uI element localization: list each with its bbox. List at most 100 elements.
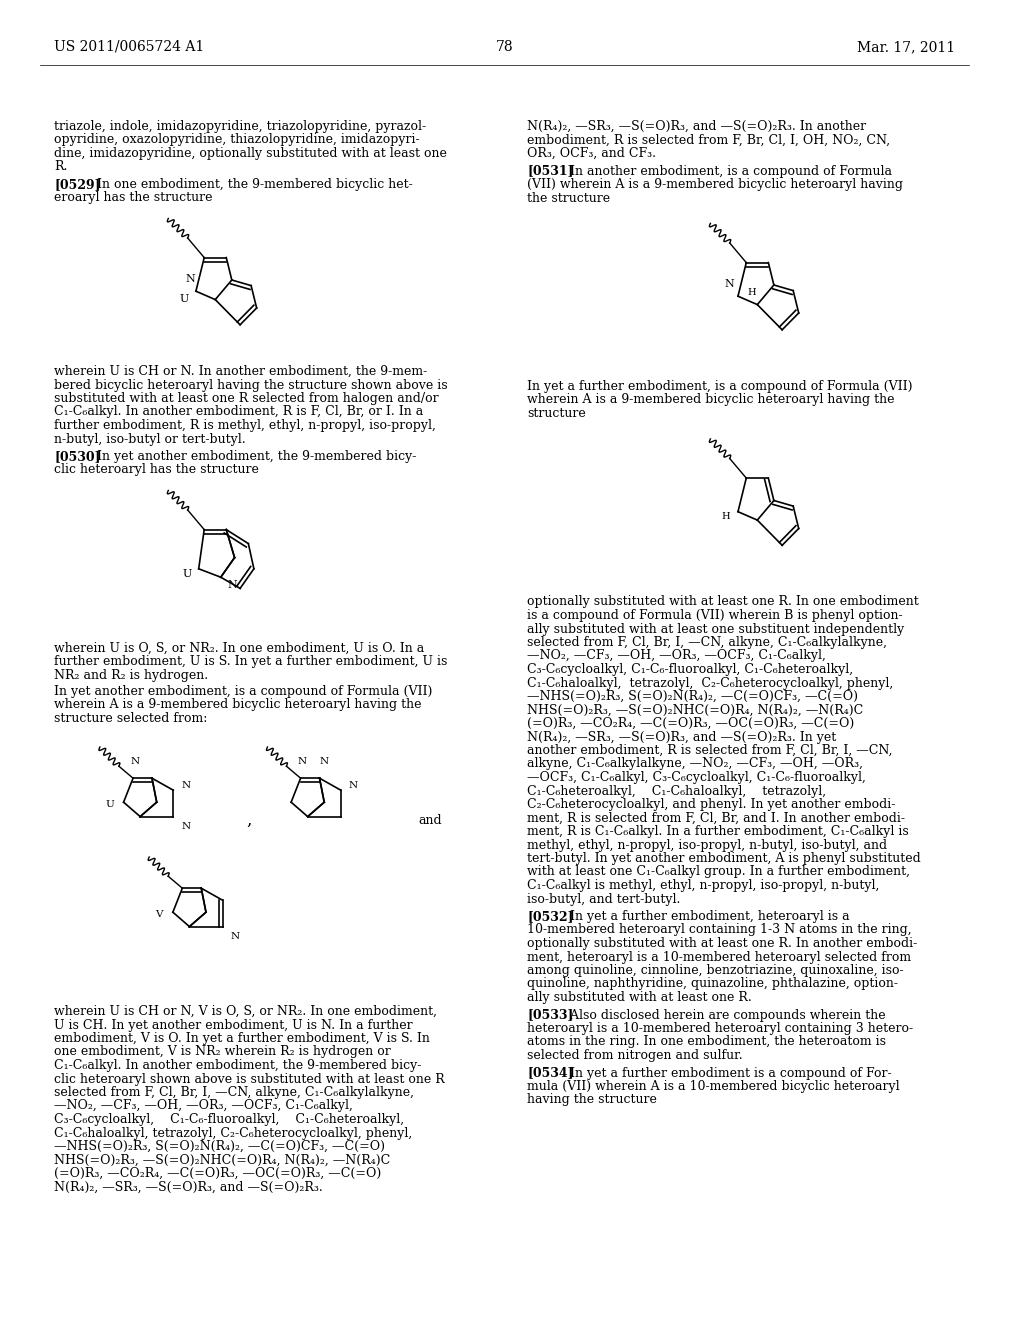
Text: C₁-C₆alkyl. In another embodiment, the 9-membered bicy-: C₁-C₆alkyl. In another embodiment, the 9… xyxy=(54,1059,422,1072)
Text: embodiment, R is selected from F, Br, Cl, I, OH, NO₂, CN,: embodiment, R is selected from F, Br, Cl… xyxy=(527,133,891,147)
Text: C₃-C₆cycloalkyl,    C₁-C₆-fluoroalkyl,    C₁-C₆heteroalkyl,: C₃-C₆cycloalkyl, C₁-C₆-fluoroalkyl, C₁-C… xyxy=(54,1113,404,1126)
Text: wherein U is O, S, or NR₂. In one embodiment, U is O. In a: wherein U is O, S, or NR₂. In one embodi… xyxy=(54,642,425,655)
Text: tert-butyl. In yet another embodiment, A is phenyl substituted: tert-butyl. In yet another embodiment, A… xyxy=(527,851,921,865)
Text: clic heteroaryl has the structure: clic heteroaryl has the structure xyxy=(54,463,259,477)
Text: —OCF₃, C₁-C₆alkyl, C₃-C₆cycloalkyl, C₁-C₆-fluoroalkyl,: —OCF₃, C₁-C₆alkyl, C₃-C₆cycloalkyl, C₁-C… xyxy=(527,771,866,784)
Text: quinoline, naphthyridine, quinazoline, phthalazine, option-: quinoline, naphthyridine, quinazoline, p… xyxy=(527,978,898,990)
Text: selected from F, Cl, Br, I, —CN, alkyne, C₁-C₆alkylalkyne,: selected from F, Cl, Br, I, —CN, alkyne,… xyxy=(54,1086,414,1100)
Text: N: N xyxy=(181,780,190,789)
Text: N: N xyxy=(725,280,734,289)
Text: In yet a further embodiment is a compound of For-: In yet a further embodiment is a compoun… xyxy=(558,1067,892,1080)
Text: N: N xyxy=(230,932,240,941)
Text: is a compound of Formula (VII) wherein B is phenyl option-: is a compound of Formula (VII) wherein B… xyxy=(527,609,903,622)
Text: the structure: the structure xyxy=(527,191,610,205)
Text: wherein A is a 9-membered bicyclic heteroaryl having the: wherein A is a 9-membered bicyclic heter… xyxy=(527,393,895,407)
Text: selected from F, Cl, Br, I, —CN, alkyne, C₁-C₆alkylalkyne,: selected from F, Cl, Br, I, —CN, alkyne,… xyxy=(527,636,887,649)
Text: OR₃, OCF₃, and CF₃.: OR₃, OCF₃, and CF₃. xyxy=(527,147,656,160)
Text: further embodiment, U is S. In yet a further embodiment, U is: further embodiment, U is S. In yet a fur… xyxy=(54,656,447,668)
Text: In one embodiment, the 9-membered bicyclic het-: In one embodiment, the 9-membered bicycl… xyxy=(85,178,413,191)
Text: US 2011/0065724 A1: US 2011/0065724 A1 xyxy=(54,40,205,54)
Text: [0531]: [0531] xyxy=(527,165,573,177)
Text: and: and xyxy=(419,813,442,826)
Text: wherein U is CH or N, V is O, S, or NR₂. In one embodiment,: wherein U is CH or N, V is O, S, or NR₂.… xyxy=(54,1005,437,1018)
Text: further embodiment, R is methyl, ethyl, n-propyl, iso-propyl,: further embodiment, R is methyl, ethyl, … xyxy=(54,418,436,432)
Text: (=O)R₃, —CO₂R₄, —C(=O)R₃, —OC(=O)R₃, —C(=O): (=O)R₃, —CO₂R₄, —C(=O)R₃, —OC(=O)R₃, —C(… xyxy=(54,1167,382,1180)
Text: bered bicyclic heteroaryl having the structure shown above is: bered bicyclic heteroaryl having the str… xyxy=(54,379,447,392)
Text: U: U xyxy=(182,569,191,578)
Text: [0529]: [0529] xyxy=(54,178,100,191)
Text: heteroaryl is a 10-membered heteroaryl containing 3 hetero-: heteroaryl is a 10-membered heteroaryl c… xyxy=(527,1022,913,1035)
Text: embodiment, V is O. In yet a further embodiment, V is S. In: embodiment, V is O. In yet a further emb… xyxy=(54,1032,430,1045)
Text: V: V xyxy=(156,909,163,919)
Text: C₁-C₆haloalkyl, tetrazolyl, C₂-C₆heterocycloalkyl, phenyl,: C₁-C₆haloalkyl, tetrazolyl, C₂-C₆heteroc… xyxy=(54,1126,413,1139)
Text: C₁-C₆alkyl. In another embodiment, R is F, Cl, Br, or I. In a: C₁-C₆alkyl. In another embodiment, R is … xyxy=(54,405,424,418)
Text: Also disclosed herein are compounds wherein the: Also disclosed herein are compounds wher… xyxy=(558,1008,886,1022)
Text: ment, R is selected from F, Cl, Br, and I. In another embodi-: ment, R is selected from F, Cl, Br, and … xyxy=(527,812,905,825)
Text: C₁-C₆heteroalkyl,    C₁-C₆haloalkyl,    tetrazolyl,: C₁-C₆heteroalkyl, C₁-C₆haloalkyl, tetraz… xyxy=(527,784,826,797)
Text: having the structure: having the structure xyxy=(527,1093,657,1106)
Text: (VII) wherein A is a 9-membered bicyclic heteroaryl having: (VII) wherein A is a 9-membered bicyclic… xyxy=(527,178,903,191)
Text: In yet another embodiment, the 9-membered bicy-: In yet another embodiment, the 9-membere… xyxy=(85,450,417,463)
Text: —NHS(=O)₂R₃, S(=O)₂N(R₄)₂, —C(=O)CF₃, —C(=O): —NHS(=O)₂R₃, S(=O)₂N(R₄)₂, —C(=O)CF₃, —C… xyxy=(527,690,858,704)
Text: ally substituted with at least one substituent independently: ally substituted with at least one subst… xyxy=(527,623,904,635)
Text: iso-butyl, and tert-butyl.: iso-butyl, and tert-butyl. xyxy=(527,892,681,906)
Text: R.: R. xyxy=(54,161,68,173)
Text: [0530]: [0530] xyxy=(54,450,100,463)
Text: ,: , xyxy=(247,812,252,829)
Text: [0534]: [0534] xyxy=(527,1067,573,1080)
Text: (=O)R₃, —CO₂R₄, —C(=O)R₃, —OC(=O)R₃, —C(=O): (=O)R₃, —CO₂R₄, —C(=O)R₃, —OC(=O)R₃, —C(… xyxy=(527,717,855,730)
Text: In yet a further embodiment, is a compound of Formula (VII): In yet a further embodiment, is a compou… xyxy=(527,380,912,393)
Text: NHS(=O)₂R₃, —S(=O)₂NHC(=O)R₄, N(R₄)₂, —N(R₄)C: NHS(=O)₂R₃, —S(=O)₂NHC(=O)R₄, N(R₄)₂, —N… xyxy=(527,704,863,717)
Text: dine, imidazopyridine, optionally substituted with at least one: dine, imidazopyridine, optionally substi… xyxy=(54,147,447,160)
Text: optionally substituted with at least one R. In another embodi-: optionally substituted with at least one… xyxy=(527,937,918,950)
Text: H: H xyxy=(748,288,757,297)
Text: N: N xyxy=(349,780,357,789)
Text: 78: 78 xyxy=(496,40,513,54)
Text: optionally substituted with at least one R. In one embodiment: optionally substituted with at least one… xyxy=(527,595,919,609)
Text: N: N xyxy=(130,758,139,766)
Text: C₁-C₆haloalkyl,  tetrazolyl,  C₂-C₆heterocycloalkyl, phenyl,: C₁-C₆haloalkyl, tetrazolyl, C₂-C₆heteroc… xyxy=(527,676,894,689)
Text: ment, R is C₁-C₆alkyl. In a further embodiment, C₁-C₆alkyl is: ment, R is C₁-C₆alkyl. In a further embo… xyxy=(527,825,909,838)
Text: N: N xyxy=(181,821,190,830)
Text: substituted with at least one R selected from halogen and/or: substituted with at least one R selected… xyxy=(54,392,439,405)
Text: C₂-C₆heterocycloalkyl, and phenyl. In yet another embodi-: C₂-C₆heterocycloalkyl, and phenyl. In ye… xyxy=(527,799,896,810)
Text: N(R₄)₂, —SR₃, —S(=O)R₃, and —S(=O)₂R₃. In another: N(R₄)₂, —SR₃, —S(=O)R₃, and —S(=O)₂R₃. I… xyxy=(527,120,866,133)
Text: In yet another embodiment, is a compound of Formula (VII): In yet another embodiment, is a compound… xyxy=(54,685,432,697)
Text: C₁-C₆alkyl is methyl, ethyl, n-propyl, iso-propyl, n-butyl,: C₁-C₆alkyl is methyl, ethyl, n-propyl, i… xyxy=(527,879,880,892)
Text: ment, heteroaryl is a 10-membered heteroaryl selected from: ment, heteroaryl is a 10-membered hetero… xyxy=(527,950,911,964)
Text: N: N xyxy=(319,758,329,766)
Text: 10-membered heteroaryl containing 1-3 N atoms in the ring,: 10-membered heteroaryl containing 1-3 N … xyxy=(527,924,912,936)
Text: structure selected from:: structure selected from: xyxy=(54,711,208,725)
Text: —NO₂, —CF₃, —OH, —OR₃, —OCF₃, C₁-C₆alkyl,: —NO₂, —CF₃, —OH, —OR₃, —OCF₃, C₁-C₆alkyl… xyxy=(54,1100,353,1113)
Text: selected from nitrogen and sulfur.: selected from nitrogen and sulfur. xyxy=(527,1049,742,1063)
Text: —NHS(=O)₂R₃, S(=O)₂N(R₄)₂, —C(=O)CF₃, —C(=O): —NHS(=O)₂R₃, S(=O)₂N(R₄)₂, —C(=O)CF₃, —C… xyxy=(54,1140,385,1152)
Text: C₃-C₆cycloalkyl, C₁-C₆-fluoroalkyl, C₁-C₆heteroalkyl,: C₃-C₆cycloalkyl, C₁-C₆-fluoroalkyl, C₁-C… xyxy=(527,663,853,676)
Text: alkyne, C₁-C₆alkylalkyne, —NO₂, —CF₃, —OH, —OR₃,: alkyne, C₁-C₆alkylalkyne, —NO₂, —CF₃, —O… xyxy=(527,758,863,771)
Text: atoms in the ring. In one embodiment, the heteroatom is: atoms in the ring. In one embodiment, th… xyxy=(527,1035,887,1048)
Text: eroaryl has the structure: eroaryl has the structure xyxy=(54,191,213,205)
Text: n-butyl, iso-butyl or tert-butyl.: n-butyl, iso-butyl or tert-butyl. xyxy=(54,433,246,446)
Text: ally substituted with at least one R.: ally substituted with at least one R. xyxy=(527,991,752,1005)
Text: among quinoline, cinnoline, benzotriazine, quinoxaline, iso-: among quinoline, cinnoline, benzotriazin… xyxy=(527,964,904,977)
Text: U: U xyxy=(179,294,188,304)
Text: wherein A is a 9-membered bicyclic heteroaryl having the: wherein A is a 9-membered bicyclic heter… xyxy=(54,698,422,711)
Text: clic heteroaryl shown above is substituted with at least one R: clic heteroaryl shown above is substitut… xyxy=(54,1072,445,1085)
Text: N: N xyxy=(185,275,196,284)
Text: H: H xyxy=(722,512,730,521)
Text: one embodiment, V is NR₂ wherein R₂ is hydrogen or: one embodiment, V is NR₂ wherein R₂ is h… xyxy=(54,1045,391,1059)
Text: [0533]: [0533] xyxy=(527,1008,573,1022)
Text: In yet a further embodiment, heteroaryl is a: In yet a further embodiment, heteroaryl … xyxy=(558,909,850,923)
Text: another embodiment, R is selected from F, Cl, Br, I, —CN,: another embodiment, R is selected from F… xyxy=(527,744,893,756)
Text: wherein U is CH or N. In another embodiment, the 9-mem-: wherein U is CH or N. In another embodim… xyxy=(54,366,427,378)
Text: NR₂ and R₂ is hydrogen.: NR₂ and R₂ is hydrogen. xyxy=(54,669,208,682)
Text: N: N xyxy=(298,758,307,766)
Text: N(R₄)₂, —SR₃, —S(=O)R₃, and —S(=O)₂R₃.: N(R₄)₂, —SR₃, —S(=O)R₃, and —S(=O)₂R₃. xyxy=(54,1180,323,1193)
Text: U is CH. In yet another embodiment, U is N. In a further: U is CH. In yet another embodiment, U is… xyxy=(54,1019,413,1031)
Text: opyridine, oxazolopyridine, thiazolopyridine, imidazopyri-: opyridine, oxazolopyridine, thiazolopyri… xyxy=(54,133,420,147)
Text: mula (VII) wherein A is a 10-membered bicyclic heteroaryl: mula (VII) wherein A is a 10-membered bi… xyxy=(527,1080,900,1093)
Text: structure: structure xyxy=(527,407,586,420)
Text: U: U xyxy=(105,800,114,809)
Text: Mar. 17, 2011: Mar. 17, 2011 xyxy=(857,40,955,54)
Text: N(R₄)₂, —SR₃, —S(=O)R₃, and —S(=O)₂R₃. In yet: N(R₄)₂, —SR₃, —S(=O)R₃, and —S(=O)₂R₃. I… xyxy=(527,730,837,743)
Text: methyl, ethyl, n-propyl, iso-propyl, n-butyl, iso-butyl, and: methyl, ethyl, n-propyl, iso-propyl, n-b… xyxy=(527,838,888,851)
